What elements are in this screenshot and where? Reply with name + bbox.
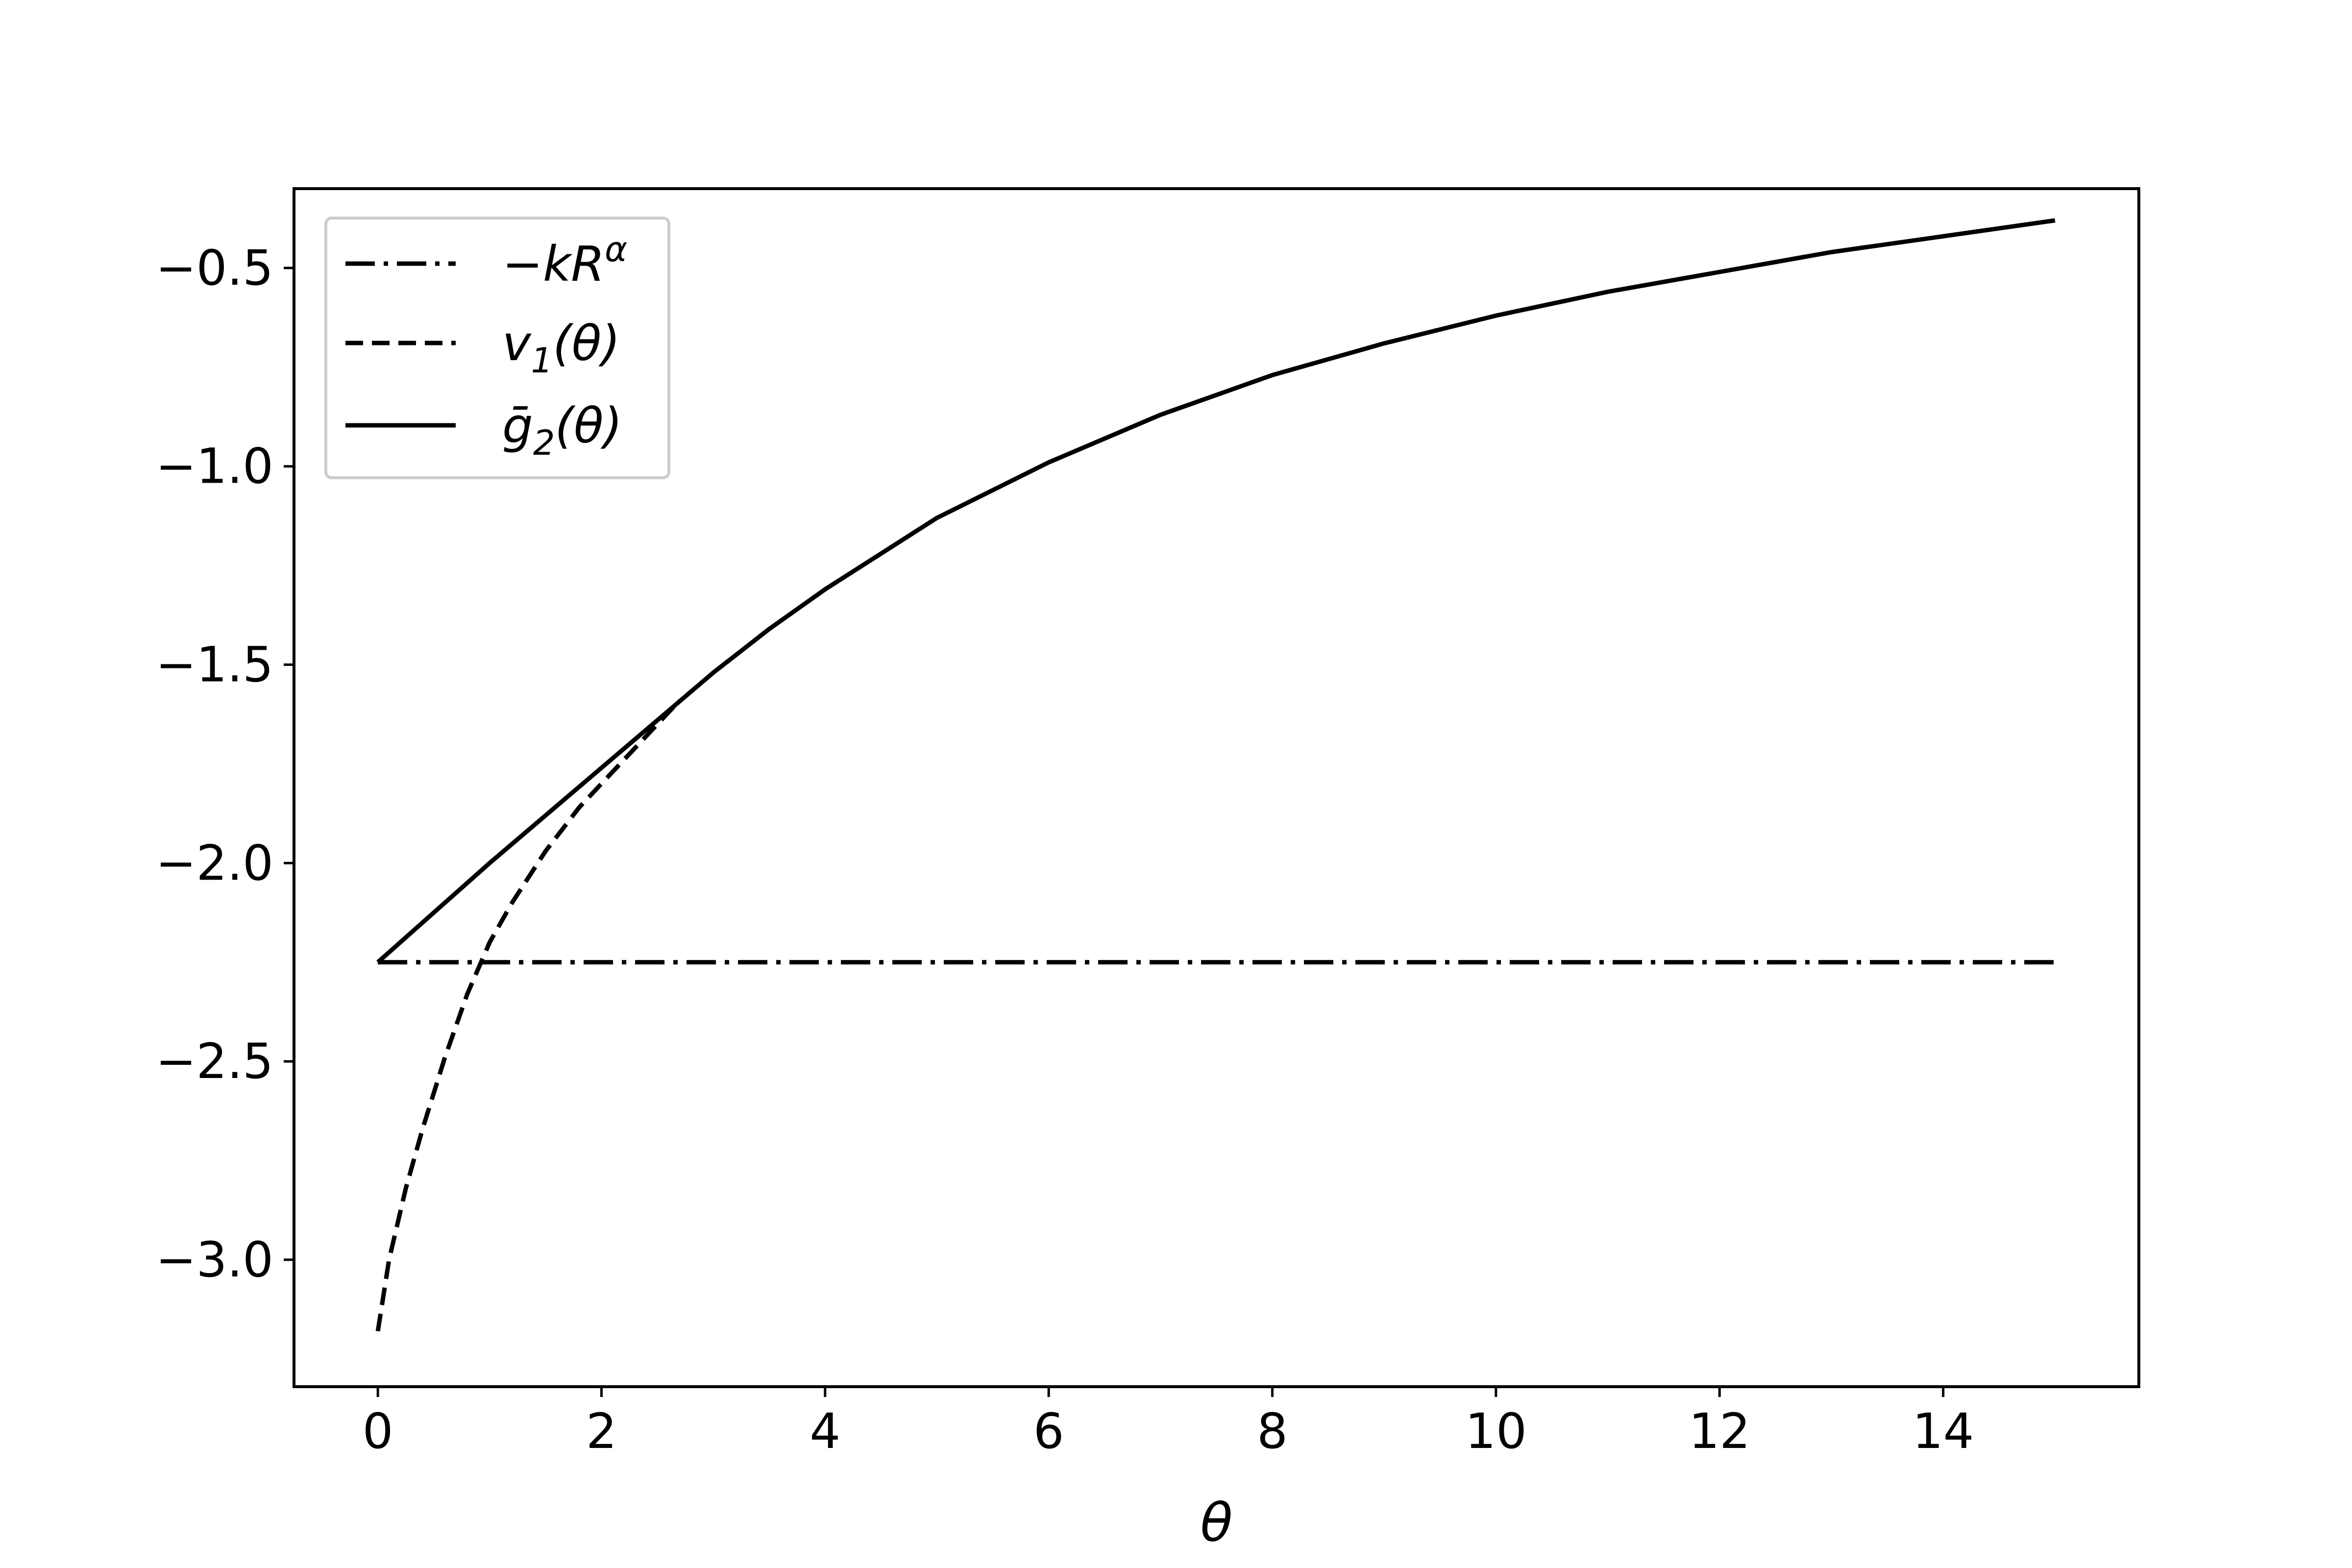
y-tick-label: −1.5 <box>156 637 273 693</box>
y-axis: −3.0 −2.5 −2.0 −1.5 −1.0 −0.5 <box>156 240 294 1288</box>
x-axis: 0 2 4 6 8 10 12 14 <box>363 1387 1974 1460</box>
x-tick-label: 12 <box>1689 1403 1750 1460</box>
series-line-2 <box>375 699 682 1332</box>
legend-box <box>324 217 670 479</box>
legend-label-1: −kRα <box>502 229 627 293</box>
y-tick-label: −1.0 <box>156 439 273 495</box>
series-layer <box>375 218 2056 1332</box>
legend-label-3: ḡ2(θ) <box>502 398 622 463</box>
x-tick-label: 8 <box>1257 1403 1288 1460</box>
x-tick-label: 14 <box>1912 1403 1974 1460</box>
legend-label-2: v1(θ) <box>502 316 620 381</box>
y-tick-label: −2.0 <box>156 835 273 891</box>
x-tick-label: 0 <box>363 1403 393 1460</box>
y-tick-label: −3.0 <box>156 1232 273 1288</box>
x-tick-label: 10 <box>1465 1403 1527 1460</box>
y-tick-label: −0.5 <box>156 240 273 296</box>
x-tick-label: 6 <box>1033 1403 1064 1460</box>
x-tick-label: 4 <box>809 1403 840 1460</box>
x-axis-label: θ <box>1200 1493 1232 1554</box>
y-tick-label: −2.5 <box>156 1033 273 1090</box>
x-tick-label: 2 <box>586 1403 617 1460</box>
plot-frame <box>293 187 2140 1388</box>
legend: −kRα v1(θ) ḡ2(θ) <box>324 217 670 479</box>
series-line-3 <box>376 218 2056 964</box>
